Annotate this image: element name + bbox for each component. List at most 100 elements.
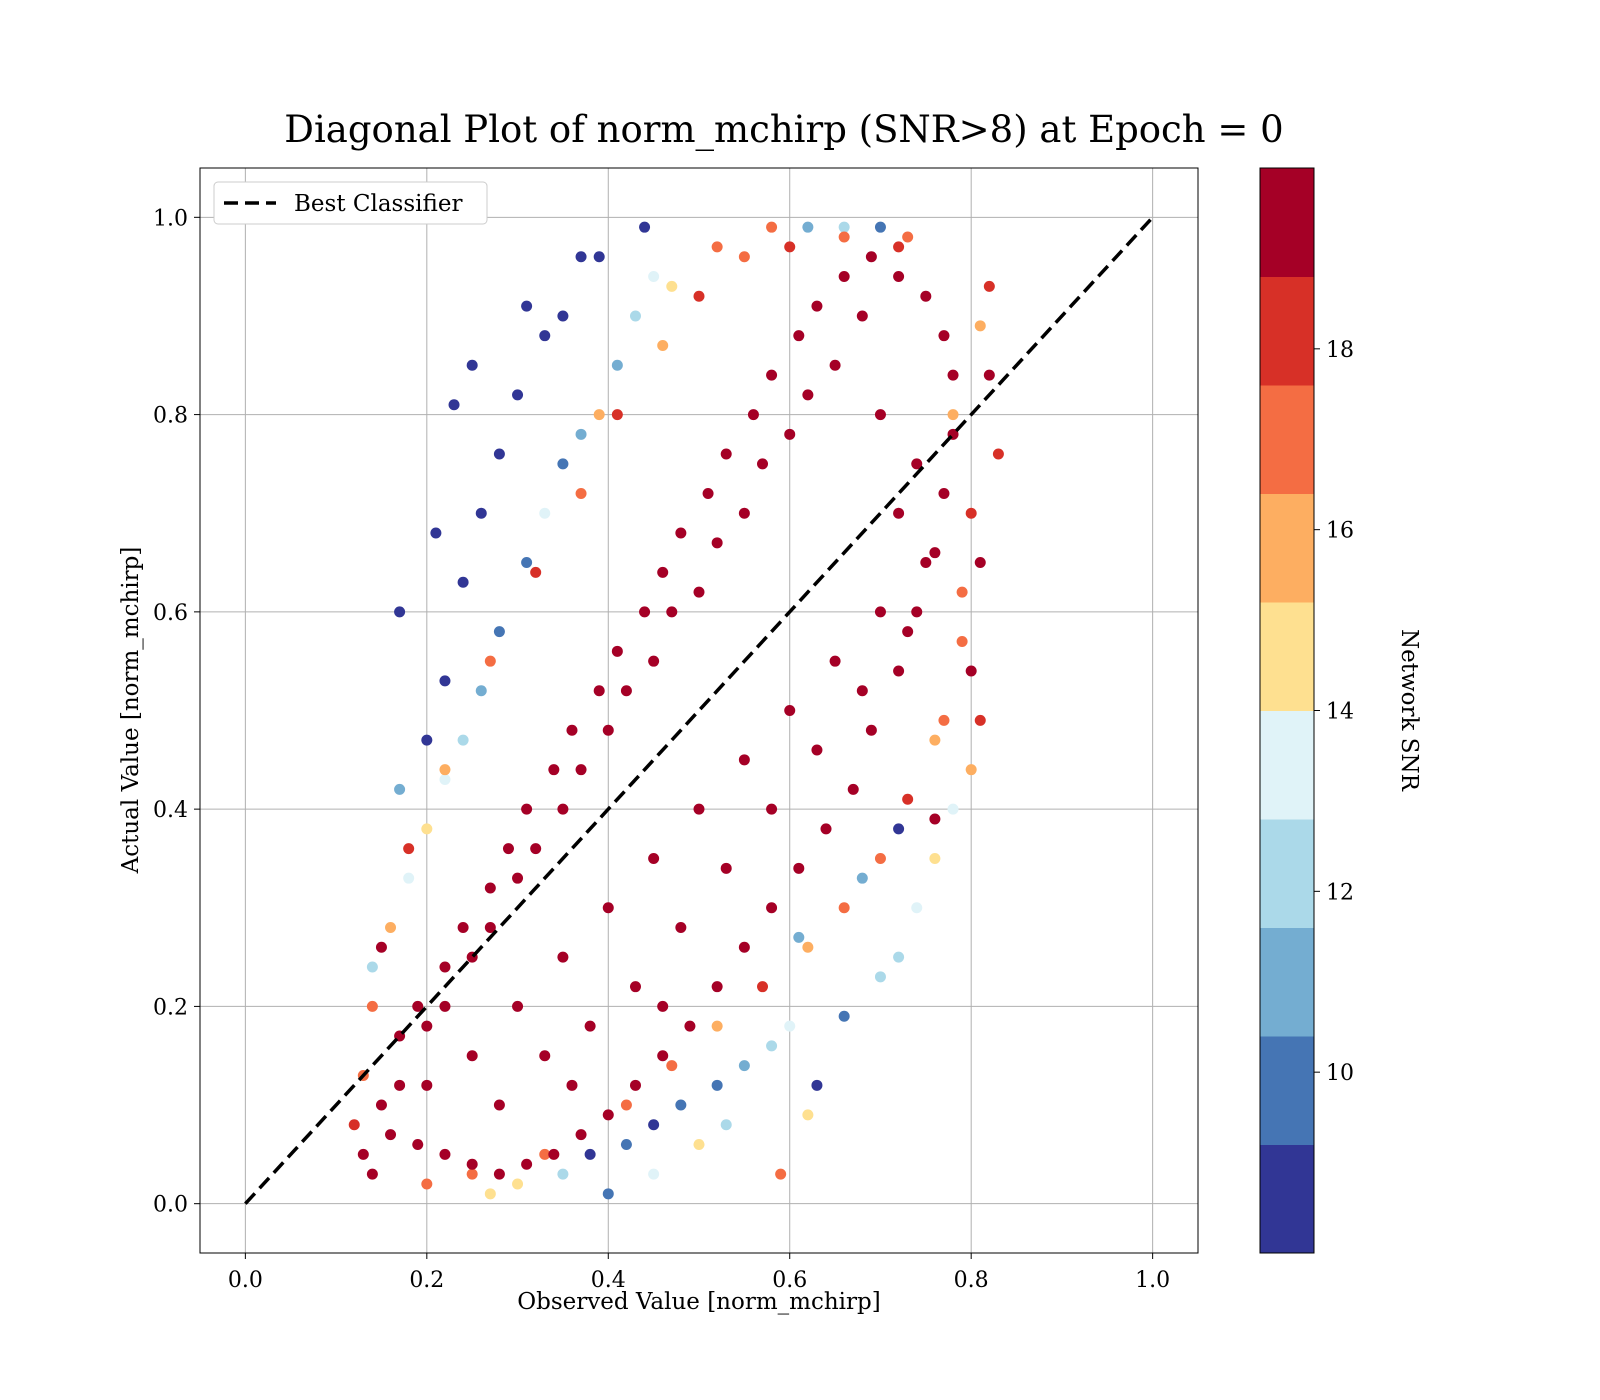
colorbar-band (1260, 927, 1314, 1037)
data-point (693, 803, 705, 815)
data-point (784, 428, 796, 440)
data-point (793, 330, 805, 342)
data-point (611, 645, 623, 657)
data-point (521, 803, 533, 815)
data-point (439, 675, 451, 687)
data-point (457, 922, 469, 933)
colorbar-tick-label: 12 (1326, 880, 1354, 905)
data-point (865, 251, 877, 263)
data-point (766, 221, 778, 233)
data-point (421, 823, 433, 835)
data-point (466, 1050, 478, 1062)
data-point (521, 1158, 533, 1170)
data-point (793, 931, 805, 943)
data-point (920, 290, 932, 302)
data-point (965, 665, 977, 677)
data-point (874, 606, 886, 618)
data-point (811, 744, 823, 756)
data-point (893, 823, 905, 835)
data-point (421, 1178, 433, 1190)
data-point (938, 714, 950, 726)
data-point (983, 369, 995, 381)
data-point (811, 1079, 823, 1091)
data-point (666, 280, 678, 292)
data-point (766, 902, 778, 914)
data-point (475, 685, 487, 697)
data-point (566, 1079, 578, 1091)
data-point (766, 1040, 778, 1052)
data-point (629, 981, 641, 993)
data-point (684, 1020, 696, 1032)
data-point (983, 280, 995, 292)
colorbar-tick-label: 16 (1326, 519, 1354, 544)
data-point (648, 852, 660, 864)
data-point (657, 566, 669, 578)
data-point (929, 813, 941, 825)
data-point (802, 941, 814, 953)
data-point (874, 409, 886, 421)
data-point (385, 922, 397, 933)
data-point (720, 1119, 732, 1131)
colorbar-tick-label: 10 (1326, 1061, 1354, 1086)
data-point (557, 1168, 569, 1180)
data-point (738, 941, 750, 953)
data-point (902, 626, 914, 638)
data-point (421, 1020, 433, 1032)
data-point (711, 1079, 723, 1091)
data-point (620, 1099, 632, 1111)
colorbar-band (1260, 276, 1314, 386)
data-point (521, 300, 533, 312)
data-point (539, 1050, 551, 1062)
data-point (439, 961, 451, 973)
data-point (648, 655, 660, 667)
data-point (593, 409, 605, 421)
data-point (366, 1000, 378, 1012)
legend: Best Classifier (213, 181, 488, 225)
colorbar-band (1260, 1036, 1314, 1145)
data-point (620, 685, 632, 697)
data-point (757, 458, 769, 470)
data-point (675, 922, 687, 933)
data-point (929, 852, 941, 864)
data-point (484, 1188, 496, 1200)
data-point (357, 1148, 369, 1160)
colorbar-band (1260, 710, 1314, 820)
data-point (602, 902, 614, 914)
colorbar: 10 12 14 16 18 Network SNR (1259, 167, 1422, 1254)
x-tick-label: 1.0 (1135, 1268, 1170, 1293)
data-point (394, 783, 406, 795)
data-point (439, 774, 451, 786)
data-point (720, 448, 732, 460)
data-point (439, 764, 451, 776)
x-tick-label: 0.0 (228, 1268, 263, 1293)
data-point (639, 221, 651, 233)
data-point (838, 902, 850, 914)
data-point (366, 1168, 378, 1180)
data-point (693, 1139, 705, 1150)
y-axis-label: Actual Value [norm_mchirp] (118, 547, 144, 875)
data-point (747, 409, 759, 421)
colorbar-band (1260, 819, 1314, 928)
data-point (675, 1099, 687, 1111)
data-point (593, 685, 605, 697)
data-point (802, 389, 814, 401)
x-axis-label: Observed Value [norm_mchirp] (517, 1289, 880, 1315)
data-point (893, 951, 905, 963)
colorbar-tick-label: 14 (1326, 700, 1354, 725)
data-point (929, 547, 941, 559)
data-point (784, 241, 796, 253)
data-point (475, 507, 487, 519)
data-point (793, 862, 805, 874)
y-tick-label: 1.0 (153, 206, 188, 231)
data-point (784, 705, 796, 716)
data-point (584, 1148, 596, 1160)
data-point (611, 409, 623, 421)
data-point (911, 606, 923, 618)
data-point (974, 320, 986, 332)
data-point (738, 251, 750, 263)
data-point (711, 537, 723, 549)
data-point (947, 409, 959, 421)
x-tick-label: 0.4 (591, 1268, 626, 1293)
data-point (920, 557, 932, 569)
colorbar-ticks: 10 12 14 16 18 (1314, 338, 1354, 1086)
